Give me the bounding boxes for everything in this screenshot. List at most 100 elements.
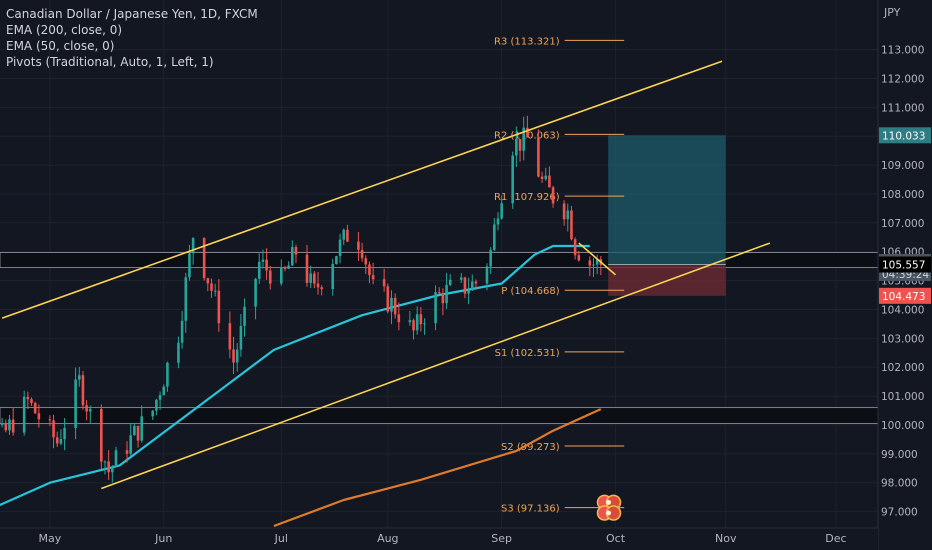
candle-body <box>74 379 77 429</box>
price-label: 104.473 <box>882 291 925 303</box>
candle-body <box>213 290 217 292</box>
candle-body <box>166 362 169 387</box>
candle-body <box>448 279 452 285</box>
currency-label: JPY <box>883 6 901 19</box>
candle-body <box>100 409 103 462</box>
candle-body <box>291 247 294 266</box>
time-tick-label: Oct <box>606 532 626 545</box>
candle-body <box>412 320 415 331</box>
candle-body <box>419 314 423 325</box>
candle-body <box>511 155 514 204</box>
price-tick-label: 97.000 <box>881 507 918 519</box>
price-label-box <box>879 127 931 144</box>
candle-body <box>294 247 298 255</box>
time-axis-background <box>0 528 878 550</box>
candle-body <box>184 277 188 321</box>
candle-body <box>232 349 235 363</box>
candle-body <box>155 399 158 411</box>
candle-body <box>188 253 191 278</box>
candle-body <box>261 259 265 262</box>
ema-200-line <box>273 408 602 528</box>
candle-body <box>48 419 52 421</box>
candle-body <box>52 420 55 438</box>
candle-body <box>177 342 180 363</box>
candle-body <box>496 218 500 225</box>
candle-body <box>390 297 393 312</box>
candle-body <box>470 281 474 291</box>
price-axis[interactable]: JPY 97.000 98.000 99.000 100.000 101.000 102.0… <box>877 0 932 550</box>
candle-body <box>423 323 426 325</box>
candle-body <box>382 279 386 287</box>
candle-body <box>309 273 312 283</box>
channel-upper-line <box>1 60 723 319</box>
price-tick-label: 109.000 <box>881 160 924 172</box>
pivot-label-p: P (104.668) <box>501 286 559 297</box>
time-tick-label: Dec <box>825 532 846 545</box>
symbol-title[interactable]: Canadian Dollar / Japanese Yen, 1D, FXCM <box>6 7 258 21</box>
price-tick-label: 101.000 <box>881 391 924 403</box>
candle-body <box>371 275 375 280</box>
time-tick-label: Jun <box>154 532 172 545</box>
candle-body <box>33 402 37 414</box>
candle-body <box>107 461 110 473</box>
candle-body <box>335 256 338 264</box>
candle-body <box>537 137 540 177</box>
candle-body <box>592 264 595 266</box>
candle-body <box>459 277 463 280</box>
candle-body <box>158 395 162 400</box>
candles <box>0 115 603 483</box>
candle-body <box>342 229 346 240</box>
candle-body <box>283 267 287 269</box>
price-tick-label: 108.000 <box>881 189 924 201</box>
candle-body <box>37 413 41 420</box>
profit-zone <box>608 135 726 265</box>
indicator-ema-200[interactable]: EMA (200, close, 0) <box>6 23 123 37</box>
pivot-label-s2: S2 (99.273) <box>501 442 560 453</box>
candle-body <box>103 461 107 463</box>
candle-body <box>493 224 496 250</box>
candle-body <box>577 255 581 261</box>
candle-body <box>11 419 15 433</box>
candle-body <box>30 399 33 403</box>
candle-body <box>544 175 548 180</box>
pivot-label-s1: S1 (102.531) <box>495 348 560 359</box>
candle-body <box>595 259 599 265</box>
candle-body <box>114 450 118 467</box>
candle-body <box>125 450 129 454</box>
candle-body <box>151 410 155 417</box>
time-tick-label: Jul <box>274 532 288 545</box>
candle-body <box>570 210 573 240</box>
event-dot-icon <box>606 510 612 516</box>
candle-body <box>445 284 448 304</box>
candle-body <box>243 306 246 326</box>
candle-body <box>408 320 412 323</box>
candle-body <box>63 428 66 440</box>
long-position-tool[interactable] <box>608 135 726 296</box>
price-tick-label: 100.000 <box>881 420 924 432</box>
trend-channel[interactable] <box>1 60 771 490</box>
candle-body <box>257 261 261 279</box>
time-axis[interactable]: May Jun Jul Aug Sep Oct Nov Dec <box>0 527 878 550</box>
candle-body <box>522 127 526 151</box>
candle-body <box>279 267 283 284</box>
candle-body <box>88 409 92 412</box>
candle-body <box>4 423 8 431</box>
candle-body <box>526 127 529 138</box>
price-tick-label: 103.000 <box>881 333 924 345</box>
event-markers[interactable] <box>596 494 622 521</box>
candle-body <box>386 286 390 312</box>
candle-body <box>265 259 268 271</box>
candle-body <box>305 254 309 283</box>
indicator-pivots[interactable]: Pivots (Traditional, Auto, 1, Left, 1) <box>6 55 214 69</box>
indicator-ema-50[interactable]: EMA (50, close, 0) <box>6 39 115 53</box>
event-dot-icon <box>606 499 612 505</box>
candle-body <box>0 423 4 425</box>
candle-body <box>136 425 140 441</box>
time-tick-label: Nov <box>715 532 737 545</box>
ema-lines <box>0 244 602 528</box>
candle-body <box>474 281 478 284</box>
channel-lower-line <box>101 242 771 490</box>
